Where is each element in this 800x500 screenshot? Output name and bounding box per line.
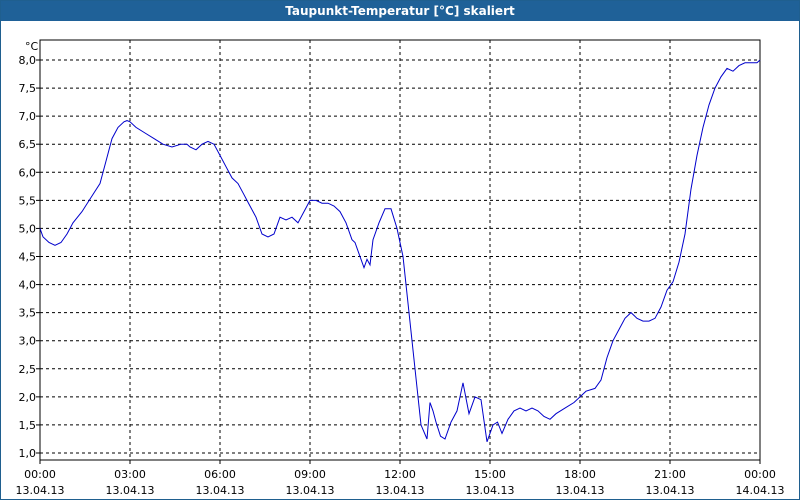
y-tick-label: 8,0 [19,54,37,67]
x-tick-time-label: 03:00 [114,468,146,481]
y-tick-label: 3,0 [19,335,37,348]
y-tick-label: 7,5 [19,82,37,95]
x-tick-time-label: 09:00 [294,468,326,481]
x-tick-date-label: 13.04.13 [376,484,425,497]
x-tick-time-label: 12:00 [384,468,416,481]
x-tick-time-label: 00:00 [24,468,56,481]
series-line-dewpoint [39,59,761,442]
x-tick-time-label: 21:00 [654,468,686,481]
y-tick-label: 2,0 [19,391,37,404]
y-tick-label: 5,5 [19,194,37,207]
x-tick-date-label: 14.04.13 [736,484,785,497]
x-tick-date-label: 13.04.13 [556,484,605,497]
x-tick-date-label: 13.04.13 [286,484,335,497]
x-tick-date-label: 13.04.13 [196,484,245,497]
x-axis-ticks: 00:00 13.04.13 03:00 13.04.13 06:00 13.04.13 0… [16,460,785,497]
y-tick-label: 1,5 [19,419,37,432]
y-tick-label: 3,5 [19,307,37,320]
x-tick-date-label: 13.04.13 [16,484,65,497]
x-tick-time-label: 00:00 [744,468,776,481]
y-axis-unit-label: °C [25,40,39,53]
y-tick-label: 4,0 [19,279,37,292]
y-tick-label: 6,5 [19,138,37,151]
y-tick-label: 4,5 [19,251,37,264]
grid-lines [40,40,760,460]
y-tick-label: 5,0 [19,222,37,235]
x-tick-time-label: 18:00 [564,468,596,481]
x-tick-time-label: 06:00 [204,468,236,481]
x-tick-date-label: 13.04.13 [466,484,515,497]
y-tick-label: 1,0 [19,447,37,460]
x-tick-date-label: 13.04.13 [646,484,695,497]
y-tick-label: 6,0 [19,166,37,179]
y-axis-ticks: 1,0 1,5 2,0 2,5 3,0 3,5 4,0 4,5 5,0 5,5 6,0 6,5 7,0 7… [19,54,40,460]
y-tick-label: 2,5 [19,363,37,376]
x-tick-date-label: 13.04.13 [106,484,155,497]
window-title: Taupunkt-Temperatur [°C] skaliert [1,1,799,21]
y-tick-label: 7,0 [19,110,37,123]
x-tick-time-label: 15:00 [474,468,506,481]
